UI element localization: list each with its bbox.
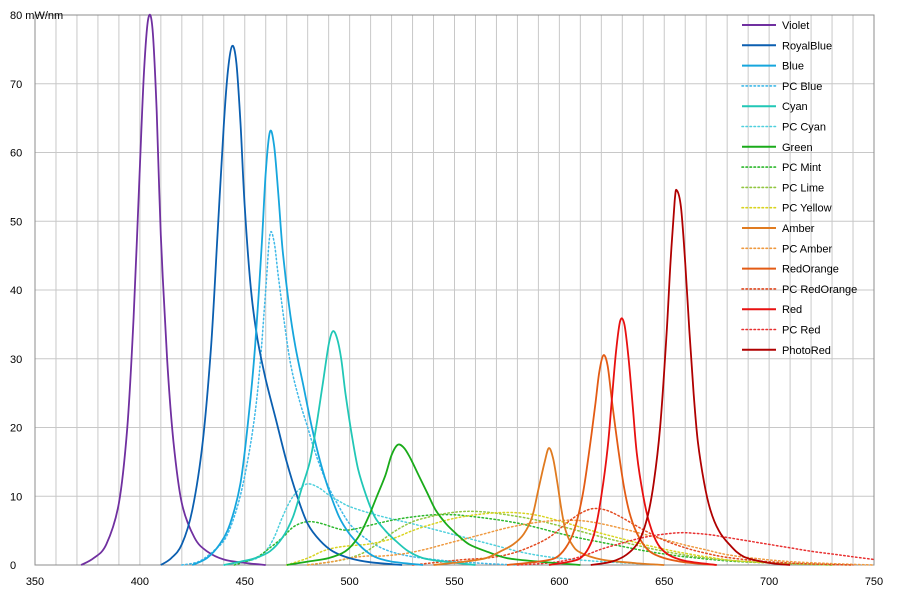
legend-label: Green [782,142,813,154]
legend-label: Amber [782,223,815,235]
legend-item-red: Red [742,304,802,316]
x-axis-tick-labels: 350 400 450 500 550 600 650 700 750 [26,576,883,588]
series-line-pc-amber [306,519,875,566]
series-line-pc-mint [233,513,833,566]
series-line-violet [80,13,266,566]
x-tick-label: 700 [760,576,778,588]
series-line-photored [590,188,791,566]
legend-item-royalblue: RoyalBlue [742,40,832,52]
y-tick-label: 60 [10,148,22,160]
y-tick-label: 50 [10,216,22,228]
series-line-green [286,443,581,566]
legend-label: PhotoRed [782,345,831,357]
legend-label: PC Cyan [782,122,826,134]
legend-label: Red [782,304,802,316]
y-tick-label: 80 mW/nm [10,10,63,22]
legend-label: RedOrange [782,264,839,276]
legend-item-pc-cyan: PC Cyan [741,122,826,134]
y-tick-label: 0 [10,560,16,572]
x-tick-label: 600 [550,576,568,588]
y-tick-label: 70 [10,79,22,91]
legend-label: PC RedOrange [782,284,857,296]
y-tick-label: 40 [10,285,22,297]
series-line-pc-blue [181,230,519,566]
y-axis-tick-labels: 0 10 20 30 40 50 60 70 80 mW/nm [10,10,63,572]
series-line-royalblue [160,44,403,566]
x-tick-label: 550 [445,576,463,588]
legend-item-amber: Amber [742,223,815,235]
legend-item-violet: Violet [742,20,809,32]
legend-label: Violet [782,20,809,32]
x-tick-label: 500 [340,576,358,588]
legend-item-cyan: Cyan [742,101,808,113]
legend-item-pc-amber: PC Amber [741,243,832,255]
x-tick-label: 400 [131,576,149,588]
legend-item-pc-blue: PC Blue [741,81,822,93]
series-line-amber [433,447,665,566]
grid [34,14,875,566]
legend-item-redorange: RedOrange [742,264,839,276]
y-tick-label: 20 [10,423,22,435]
x-tick-label: 450 [236,576,254,588]
x-tick-label: 650 [655,576,673,588]
legend-label: PC Red [782,325,821,337]
legend-label: PC Blue [782,81,822,93]
series-line-redorange [506,354,717,566]
series-line-red [548,317,717,566]
legend-item-blue: Blue [742,61,804,73]
legend-item-pc-lime: PC Lime [741,182,824,194]
legend-label: PC Lime [782,182,824,194]
series-line-blue [191,129,424,566]
plot-border [34,14,875,566]
plot-area [34,14,875,566]
legend-label: PC Amber [782,243,832,255]
legend-label: Cyan [782,101,808,113]
x-tick-label: 750 [865,576,883,588]
series-line-cyan [223,330,476,566]
legend-item-pc-yellow: PC Yellow [741,203,832,215]
legend-item-photored: PhotoRed [742,345,831,357]
legend-item-green: Green [742,142,813,154]
series-lines [80,13,875,566]
legend-label: RoyalBlue [782,40,832,52]
legend-label: Blue [782,61,804,73]
legend-item-pc-red: PC Red [741,325,821,337]
x-tick-label: 350 [26,576,44,588]
legend-item-pc-redorange: PC RedOrange [741,284,857,296]
legend-item-pc-mint: PC Mint [741,162,821,174]
legend-label: PC Yellow [782,203,832,215]
y-tick-label: 10 [10,491,22,503]
series-line-pc-redorange [411,507,854,566]
legend-label: PC Mint [782,162,821,174]
y-tick-label: 30 [10,354,22,366]
legend: Violet RoyalBlue Blue PC Blue Cyan PC Cyan Gre… [741,20,857,357]
